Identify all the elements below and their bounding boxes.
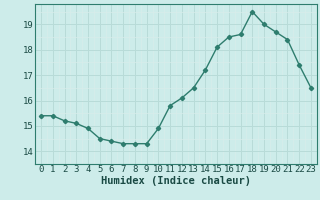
X-axis label: Humidex (Indice chaleur): Humidex (Indice chaleur) <box>101 176 251 186</box>
